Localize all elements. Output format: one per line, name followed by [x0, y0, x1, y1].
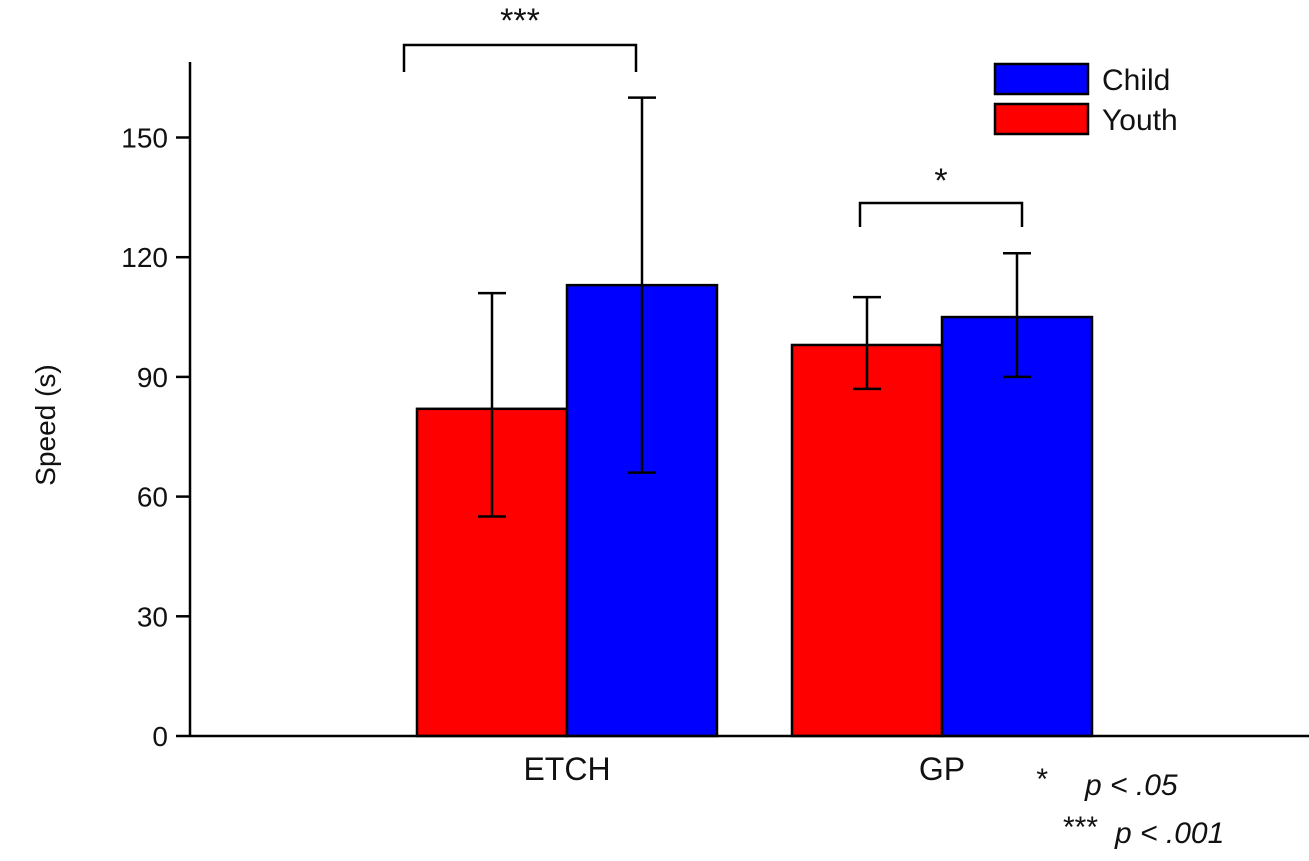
y-tick-label: 30 — [137, 601, 168, 632]
note-marker: * — [1036, 763, 1048, 796]
y-tick-label: 120 — [121, 242, 168, 273]
x-category-label: GP — [919, 751, 965, 787]
y-tick-label: 60 — [137, 482, 168, 513]
legend-swatch-child — [993, 62, 1090, 96]
y-tick-label: 150 — [121, 123, 168, 154]
bar-child-gp — [940, 315, 1094, 738]
note-text: p < .001 — [1114, 817, 1224, 850]
significance-stars: *** — [500, 2, 540, 40]
note-text: p < .05 — [1084, 769, 1178, 802]
bar-youth-gp — [790, 343, 944, 738]
y-tick-label: 0 — [152, 721, 168, 752]
legend-swatch-youth — [993, 102, 1090, 136]
legend-label-child: Child — [1102, 64, 1170, 97]
note-marker: *** — [1063, 811, 1098, 844]
y-axis-title: Speed (s) — [30, 364, 61, 485]
significance-bracket — [402, 43, 638, 72]
legend-label-youth: Youth — [1102, 104, 1178, 137]
x-category-label: ETCH — [523, 751, 610, 787]
y-tick-label: 90 — [137, 362, 168, 393]
significance-bracket — [858, 201, 1024, 227]
significance-stars: * — [934, 162, 947, 200]
